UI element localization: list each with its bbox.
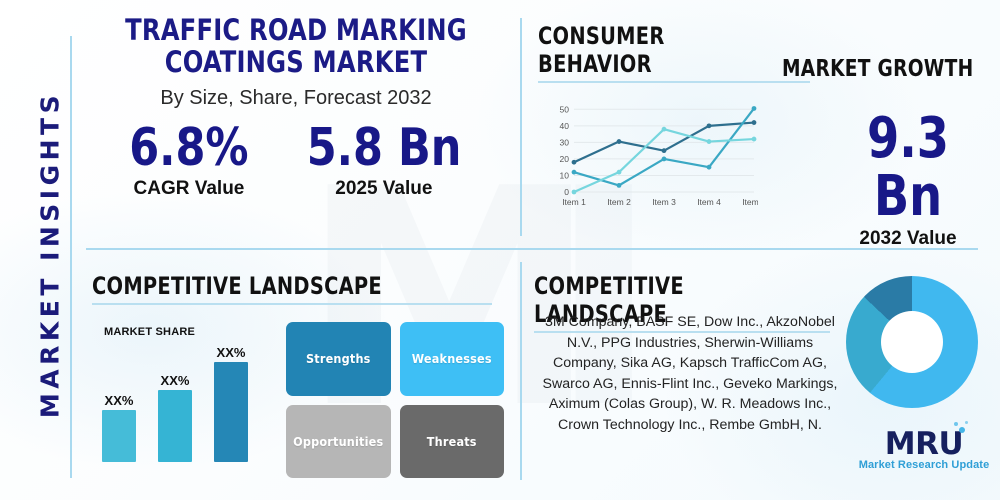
swot-strengths-label: Strengths [305,351,371,367]
line-data-point [751,136,757,142]
bar [158,390,192,462]
y-axis-tick-label: 20 [560,154,570,164]
logo-mark: MRU [884,421,969,462]
line-data-point [616,139,622,144]
line-data-point [706,123,712,129]
line-data-point [661,156,667,162]
bar [102,410,136,462]
stat-cagr-label: CAGR Value [133,178,245,199]
line-data-point [661,148,667,154]
section-heading-competitive-left: COMPETITIVE LANDSCAPE [92,272,492,305]
y-axis-tick-label: 10 [560,170,570,180]
swot-threats-label: Threats [426,433,477,449]
section-rule [538,81,810,83]
logo-bubble-medium-icon [954,422,959,426]
bar-data-label: XX% [216,345,246,360]
bar-chart-title: MARKET SHARE [104,326,196,338]
line-data-point [661,126,667,132]
section-heading-consumer-behavior-text: CONSUMER BEHAVIOR [538,22,665,78]
chart-title-market-growth: MARKET GROWTH [782,56,974,82]
logo-bubble-large-icon [959,427,966,433]
company-list: 3M Company, BASF SE, Dow Inc., AkzoNobel… [542,314,838,433]
divider-vertical-middle-bottom [520,262,522,480]
growth-value-label: 2032 Value [859,228,957,249]
y-axis-tick-label: 30 [560,137,570,147]
line-data-point [751,120,757,125]
title-block: TRAFFIC ROAD MARKING COATINGS MARKET By … [76,14,516,200]
swot-weaknesses-label: Weaknesses [411,351,492,367]
swot-opportunities[interactable]: Opportunities [286,404,391,478]
brand-logo: MRU Market Research Update [856,421,992,471]
growth-value-block: 9.3 Bn 2032 Value [828,110,988,250]
stat-cagr: 6.8% CAGR Value [124,120,254,200]
y-axis-tick-label: 40 [560,121,570,131]
logo-bubble-small-icon [965,421,969,424]
swot-threats[interactable]: Threats [399,404,504,478]
line-data-point [706,164,712,170]
stat-2025: 5.8 Bn 2025 Value [300,120,468,200]
divider-vertical-middle-top [520,18,522,236]
swot-opportunities-label: Opportunities [293,433,384,449]
line-data-point [616,169,622,175]
headline-stats: 6.8% CAGR Value 5.8 Bn 2025 Value [76,120,516,200]
x-axis-tick-label: Item 1 [562,197,586,207]
divider-horizontal [86,248,978,250]
line-data-point [706,139,712,144]
logo-mark-text: MRU [884,426,964,462]
line-data-point [751,106,757,111]
swot-weaknesses[interactable]: Weaknesses [399,322,504,396]
section-heading-competitive-left-text: COMPETITIVE LANDSCAPE [92,272,382,300]
line-series [572,107,756,187]
x-axis-tick-label: Item 5 [742,197,758,207]
bar-chart: XX% XX% XX% [96,345,264,462]
stat-2025-label: 2025 Value [335,178,433,199]
page-title: TRAFFIC ROAD MARKING COATINGS MARKET [125,13,467,79]
x-axis-tick-label: Item 3 [652,197,676,207]
section-rule [92,303,492,305]
swot-strengths[interactable]: Strengths [286,322,391,396]
logo-tagline: Market Research Update [858,459,990,471]
bar [214,362,248,462]
line-data-point [616,182,622,188]
y-axis-tick-label: 0 [564,187,569,197]
line-data-point [571,159,577,165]
stat-cagr-value: 6.8% [129,118,249,178]
bar-data-label: XX% [160,373,190,388]
x-axis-tick-label: Item 2 [607,197,631,207]
line-data-point [571,169,577,175]
line-data-point [571,189,577,195]
section-heading-competitive-right: COMPETITIVE LANDSCAPE [534,272,830,333]
donut-chart [846,276,978,408]
section-rule [534,331,830,333]
bar-data-label: XX% [104,393,134,408]
section-heading-competitive-right-text: COMPETITIVE LANDSCAPE [534,272,684,328]
sidebar-title: MARKET INSIGHTS [35,90,65,419]
page-subtitle: By Size, Share, Forecast 2032 [160,87,432,109]
donut-hole [881,311,943,373]
divider-vertical-left [70,36,72,478]
x-axis-tick-label: Item 4 [697,197,721,207]
section-heading-consumer-behavior: CONSUMER BEHAVIOR [538,22,810,83]
line-chart-svg: 0 10 20 30 40 50 Item 1 Item 2 Item 3 Item 4 Item … [560,104,767,207]
stat-2025-value: 5.8 Bn [306,118,462,178]
line-chart: 0 10 20 30 40 50 Item 1 Item 2 Item 3 Item 4 Item … [548,100,767,212]
swot-grid: Strengths Weaknesses Opportunities Threa… [286,322,504,478]
y-axis-tick-label: 50 [560,104,570,114]
growth-value: 9.3 Bn [866,106,950,229]
